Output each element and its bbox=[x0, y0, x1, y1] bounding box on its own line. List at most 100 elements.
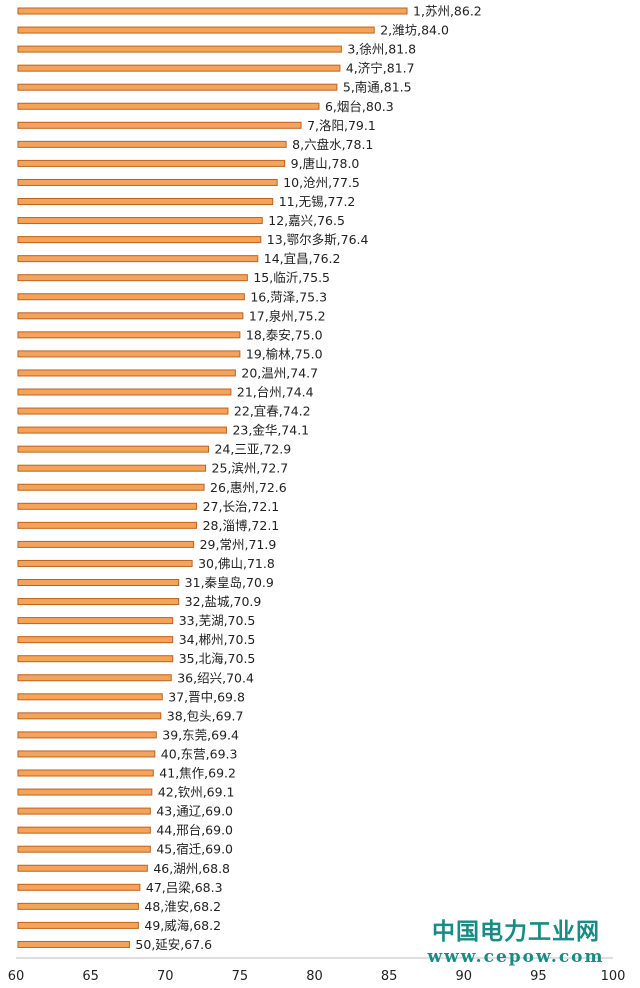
data-label-49: 49,威海,68.2 bbox=[144, 918, 221, 933]
bar-24 bbox=[17, 445, 210, 453]
data-label-34: 34,郴州,70.5 bbox=[179, 632, 256, 647]
data-label-4: 4,济宁,81.7 bbox=[346, 61, 415, 76]
data-label-5: 5,南通,81.5 bbox=[343, 80, 412, 95]
data-label-45: 45,宿迁,69.0 bbox=[156, 842, 233, 857]
bar-29 bbox=[17, 540, 195, 548]
data-label-47: 47,吕梁,68.3 bbox=[146, 880, 223, 895]
data-label-20: 20,温州,74.7 bbox=[241, 365, 318, 380]
x-axis: 60 65 70 75 80 85 90 95 100 bbox=[8, 957, 626, 984]
data-label-30: 30,佛山,71.8 bbox=[198, 556, 275, 571]
x-tick-label-90: 90 bbox=[455, 969, 472, 984]
bar-25 bbox=[17, 464, 207, 472]
bar-18 bbox=[17, 331, 241, 339]
x-tick-label-70: 70 bbox=[157, 969, 174, 984]
bar-3 bbox=[17, 45, 342, 53]
bar-27 bbox=[17, 502, 198, 510]
bar-41 bbox=[17, 769, 154, 777]
data-label-46: 46,湖州,68.8 bbox=[153, 861, 230, 876]
bars-group bbox=[17, 7, 408, 948]
data-label-29: 29,常州,71.9 bbox=[200, 537, 277, 552]
bar-14 bbox=[17, 255, 259, 263]
bar-1 bbox=[17, 7, 408, 15]
bar-38 bbox=[17, 712, 162, 720]
bar-8 bbox=[17, 140, 287, 148]
data-label-36: 36,绍兴,70.4 bbox=[177, 670, 254, 685]
x-tick-label-75: 75 bbox=[232, 969, 249, 984]
bar-28 bbox=[17, 521, 198, 529]
data-label-44: 44,邢台,69.0 bbox=[156, 823, 233, 838]
data-label-9: 9,唐山,78.0 bbox=[291, 156, 360, 171]
data-label-32: 32,盐城,70.9 bbox=[185, 594, 262, 609]
bar-4 bbox=[17, 64, 341, 72]
bar-20 bbox=[17, 369, 236, 377]
x-tick-label-95: 95 bbox=[530, 969, 547, 984]
x-tick-label-85: 85 bbox=[381, 969, 398, 984]
bar-23 bbox=[17, 426, 227, 434]
bar-43 bbox=[17, 807, 151, 815]
data-label-8: 8,六盘水,78.1 bbox=[292, 137, 373, 152]
data-label-42: 42,钦州,69.1 bbox=[158, 785, 235, 800]
bar-2 bbox=[17, 26, 375, 34]
data-label-38: 38,包头,69.7 bbox=[167, 708, 244, 723]
data-label-19: 19,榆林,75.0 bbox=[246, 346, 323, 361]
data-label-23: 23,金华,74.1 bbox=[232, 423, 309, 438]
data-label-24: 24,三亚,72.9 bbox=[215, 442, 292, 457]
data-label-14: 14,宜昌,76.2 bbox=[264, 251, 341, 266]
bar-7 bbox=[17, 121, 302, 129]
bar-21 bbox=[17, 388, 232, 396]
bar-26 bbox=[17, 483, 205, 491]
bar-19 bbox=[17, 350, 241, 358]
data-label-16: 16,菏泽,75.3 bbox=[250, 289, 327, 304]
data-label-31: 31,秦皇岛,70.9 bbox=[185, 575, 274, 590]
bar-9 bbox=[17, 159, 286, 167]
data-label-41: 41,焦作,69.2 bbox=[159, 766, 236, 781]
watermark-url: www.cepow.com bbox=[427, 947, 605, 967]
data-label-35: 35,北海,70.5 bbox=[179, 651, 256, 666]
x-tick-label-80: 80 bbox=[306, 969, 323, 984]
data-label-18: 18,泰安,75.0 bbox=[246, 327, 323, 342]
data-label-10: 10,沧州,77.5 bbox=[283, 175, 360, 190]
data-label-50: 50,延安,67.6 bbox=[135, 937, 212, 952]
bar-35 bbox=[17, 655, 174, 663]
bar-17 bbox=[17, 312, 244, 320]
data-label-2: 2,潍坊,84.0 bbox=[380, 23, 449, 38]
bar-6 bbox=[17, 102, 320, 110]
data-label-43: 43,通辽,69.0 bbox=[156, 804, 233, 819]
bar-47 bbox=[17, 883, 141, 891]
bar-16 bbox=[17, 293, 245, 301]
bar-46 bbox=[17, 864, 148, 872]
x-tick-label-60: 60 bbox=[8, 969, 25, 984]
data-label-39: 39,东莞,69.4 bbox=[162, 727, 239, 742]
bar-33 bbox=[17, 617, 174, 625]
bar-32 bbox=[17, 598, 180, 606]
bar-5 bbox=[17, 83, 338, 91]
bar-39 bbox=[17, 731, 157, 739]
data-labels-group: 1,苏州,86.2 2,潍坊,84.0 3,徐州,81.8 4,济宁,81.7 5,南通… bbox=[135, 4, 481, 952]
data-label-11: 11,无锡,77.2 bbox=[279, 194, 356, 209]
data-label-22: 22,宜春,74.2 bbox=[234, 404, 311, 419]
data-label-25: 25,滨州,72.7 bbox=[212, 461, 289, 476]
bar-31 bbox=[17, 579, 180, 586]
bar-50 bbox=[17, 940, 130, 948]
data-label-40: 40,东营,69.3 bbox=[161, 746, 238, 761]
data-label-27: 27,长治,72.1 bbox=[203, 499, 280, 514]
data-label-1: 1,苏州,86.2 bbox=[413, 4, 482, 19]
bar-13 bbox=[17, 236, 262, 244]
bar-12 bbox=[17, 217, 263, 225]
data-label-26: 26,惠州,72.6 bbox=[210, 480, 287, 495]
bar-34 bbox=[17, 636, 174, 644]
bar-11 bbox=[17, 198, 274, 205]
data-label-12: 12,嘉兴,76.5 bbox=[268, 213, 345, 228]
bar-36 bbox=[17, 674, 172, 682]
data-label-3: 3,徐州,81.8 bbox=[347, 42, 416, 57]
data-label-28: 28,淄博,72.1 bbox=[203, 518, 280, 533]
data-label-48: 48,淮安,68.2 bbox=[144, 899, 221, 914]
x-tick-label-100: 100 bbox=[601, 969, 626, 984]
bar-37 bbox=[17, 693, 163, 701]
bar-48 bbox=[17, 902, 139, 910]
bar-30 bbox=[17, 559, 193, 567]
data-label-15: 15,临沂,75.5 bbox=[253, 270, 330, 285]
bar-10 bbox=[17, 178, 278, 186]
data-label-37: 37,晋中,69.8 bbox=[168, 689, 245, 704]
